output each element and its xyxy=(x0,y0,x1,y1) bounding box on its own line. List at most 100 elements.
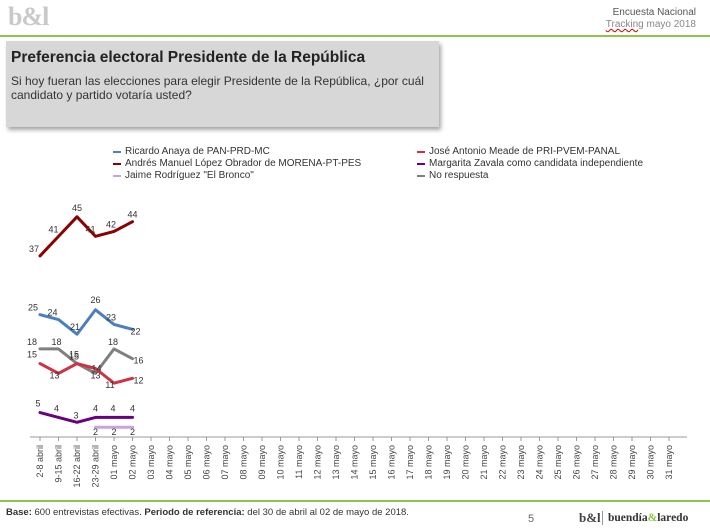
data-label: 15 xyxy=(69,352,79,362)
data-label: 2 xyxy=(130,427,135,437)
base-label: Base: xyxy=(6,507,32,518)
x-tick-label: 15 mayo xyxy=(368,445,378,480)
data-label: 12 xyxy=(133,375,143,385)
data-label: 37 xyxy=(29,244,39,254)
x-tick-label: 02 mayo xyxy=(128,445,138,480)
data-label: 5 xyxy=(35,399,40,409)
series-line xyxy=(38,347,134,375)
x-tick-label: 04 mayo xyxy=(165,445,175,480)
x-tick-label: 29 mayo xyxy=(627,445,637,480)
tracking-date: mayo 2018 xyxy=(643,19,697,30)
x-tick-label: 13 mayo xyxy=(331,445,341,480)
x-tick-label: 31 mayo xyxy=(664,445,674,480)
series-line xyxy=(38,308,134,336)
survey-name: Encuesta Nacional xyxy=(612,7,696,18)
data-label: 4 xyxy=(110,403,115,413)
brand-name: buendía&laredo xyxy=(608,512,688,524)
x-tick-label: 16-22 abril xyxy=(72,445,82,488)
brand-left: buendía xyxy=(608,512,648,524)
data-label: 4 xyxy=(54,403,59,413)
legend-label-anaya: Ricardo Anaya de PAN-PRD-MC xyxy=(125,146,270,157)
legend-label-bronco: Jaime Rodríguez "El Bronco" xyxy=(125,170,254,181)
line-chart: 2-8 abril 9-15 abril 16-22 abril 23-29 abri… xyxy=(27,203,687,488)
x-tick-label: 21 mayo xyxy=(479,445,489,480)
x-tick-label: 06 mayo xyxy=(202,445,212,480)
x-tick-label: 23-29 abril xyxy=(91,445,101,488)
x-tick-label: 9-15 abril xyxy=(54,445,64,483)
data-label: 18 xyxy=(51,337,61,347)
data-label: 15 xyxy=(69,350,79,360)
x-tick-label: 18 mayo xyxy=(424,445,434,480)
legend-label-meade: José Antonio Meade de PRI-PVEM-PANAL xyxy=(429,146,621,157)
tracking-label: Tracking mayo 2018 xyxy=(606,19,696,31)
data-label: 23 xyxy=(106,312,116,322)
top-divider xyxy=(0,35,710,37)
data-label: 26 xyxy=(90,295,100,305)
series-line xyxy=(38,215,134,258)
period-text: del 30 de abril al 02 de mayo de 2018. xyxy=(244,507,409,518)
x-tick-label: 09 mayo xyxy=(257,445,267,480)
x-tick-label: 01 mayo xyxy=(109,445,119,480)
x-tick-label: 03 mayo xyxy=(146,445,156,480)
base-text: 600 entrevistas efectivas. xyxy=(31,507,145,518)
legend-label-no-respuesta: No respuesta xyxy=(429,170,489,181)
x-tick-label: 28 mayo xyxy=(609,445,619,480)
footer-separator xyxy=(602,511,603,525)
series-line xyxy=(38,362,134,385)
data-label: 42 xyxy=(106,219,116,229)
x-tick-label: 25 mayo xyxy=(553,445,563,480)
x-tick-label: 17 mayo xyxy=(405,445,415,480)
survey-question: Si hoy fueran las elecciones para elegir… xyxy=(11,74,424,102)
x-tick-label: 16 mayo xyxy=(387,445,397,480)
legend-swatch-anaya xyxy=(113,151,121,153)
slide-title: Preferencia electoral Presidente de la R… xyxy=(11,49,366,66)
x-tick-label: 26 mayo xyxy=(572,445,582,480)
title-box: Preferencia electoral Presidente de la R… xyxy=(6,41,439,127)
data-label: 18 xyxy=(108,337,118,347)
data-label: 22 xyxy=(130,326,140,336)
page-number: 5 xyxy=(528,513,535,525)
data-label: 24 xyxy=(47,308,57,318)
data-label: 41 xyxy=(85,224,95,234)
x-tick-label: 14 mayo xyxy=(350,445,360,480)
x-tick-label: 2-8 abril xyxy=(35,445,45,478)
data-label: 11 xyxy=(105,380,114,390)
x-tick-label: 27 mayo xyxy=(590,445,600,480)
x-tick-label: 11 mayo xyxy=(294,445,304,479)
x-tick-label: 10 mayo xyxy=(276,445,286,480)
x-tick-label: 12 mayo xyxy=(313,445,323,480)
data-label: 41 xyxy=(48,224,58,234)
data-label: 45 xyxy=(72,203,82,213)
legend-swatch-amlo xyxy=(113,163,121,165)
brand-right: laredo xyxy=(657,512,689,524)
company-logo: b&l xyxy=(8,2,49,31)
data-label: 13 xyxy=(90,370,100,380)
data-label: 44 xyxy=(127,210,137,220)
x-tick-label: 30 mayo xyxy=(646,445,656,480)
bottom-divider xyxy=(0,500,710,502)
x-tick-label: 08 mayo xyxy=(239,445,249,480)
data-label: 3 xyxy=(73,410,78,420)
data-label: 18 xyxy=(27,337,37,347)
header-info: Encuesta Nacional Tracking mayo 2018 xyxy=(606,7,696,31)
data-label: 16 xyxy=(133,356,143,366)
footer-logo: b&l xyxy=(579,510,601,525)
x-tick-label: 20 mayo xyxy=(461,445,471,480)
legend-swatch-meade xyxy=(417,151,425,153)
data-label: 4 xyxy=(93,403,98,413)
x-tick-label: 23 mayo xyxy=(516,445,526,480)
data-label: 2 xyxy=(111,427,116,437)
data-label: 14 xyxy=(91,363,101,373)
x-tick-label: 05 mayo xyxy=(183,445,193,480)
tracking-word: Tracking xyxy=(605,19,644,30)
x-tick-label: 24 mayo xyxy=(535,445,545,480)
data-label: 25 xyxy=(28,303,38,313)
x-tick-label: 07 mayo xyxy=(220,445,230,480)
data-label: 15 xyxy=(27,350,37,360)
period-label: Periodo de referencia: xyxy=(144,507,245,518)
data-label: 2 xyxy=(93,427,98,437)
footer-note: Base: 600 entrevistas efectivas. Periodo… xyxy=(6,507,409,518)
data-label: 4 xyxy=(130,403,135,413)
legend-swatch-no-respuesta xyxy=(417,175,425,177)
data-label: 13 xyxy=(49,370,59,380)
